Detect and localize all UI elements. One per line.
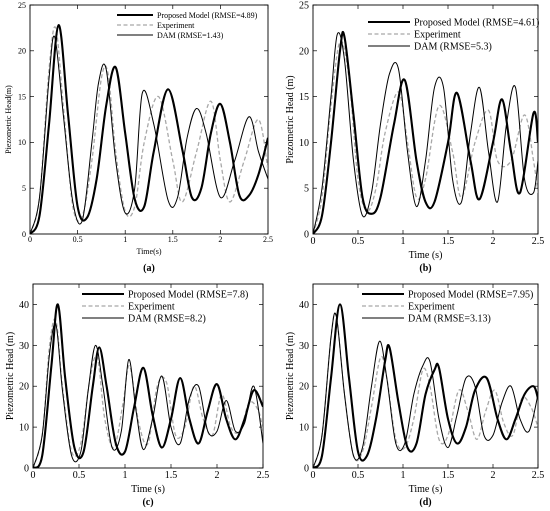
chart-panel-4: 0 0.5 1 1.5 2 2.5 0 10 20 30 40 Time (s) Piezometric… <box>285 283 545 508</box>
y-tick-label: 5 <box>304 184 309 195</box>
x-tick-label: 1 <box>123 235 127 244</box>
y-tick-label: 20 <box>299 46 309 57</box>
x-tick-label: 1 <box>123 470 128 481</box>
series-line-dash <box>313 40 538 234</box>
legend-label: DAM (RMSE=1.43) <box>157 31 224 40</box>
legend-label: Proposed Model (RMSE=4.61) <box>414 18 539 29</box>
x-tick-label: 0 <box>311 470 316 481</box>
y-tick-label: 20 <box>299 382 309 393</box>
series-line-thin <box>313 312 538 468</box>
y-tick-label: 0 <box>304 230 309 241</box>
legend-label: Experiment <box>408 302 455 313</box>
panel-label: (a) <box>143 263 155 274</box>
x-tick-label: 2 <box>218 235 222 244</box>
x-tick-label: 2.5 <box>257 470 270 481</box>
y-tick-label: 10 <box>299 423 309 434</box>
x-tick-label: 2 <box>491 236 496 247</box>
x-tick-label: 1.5 <box>442 470 455 481</box>
y-tick-label: 20 <box>19 382 29 393</box>
y-tick-label: 10 <box>18 138 26 147</box>
y-tick-label: 0 <box>304 464 309 475</box>
series-line-dash <box>30 26 268 234</box>
y-axis-title: Piezometric Head (m) <box>5 332 16 420</box>
panel-label: (d) <box>419 497 431 508</box>
x-tick-label: 1 <box>401 236 406 247</box>
y-tick-label: 10 <box>299 138 309 149</box>
x-tick-label: 2 <box>491 470 496 481</box>
y-tick-label: 30 <box>299 341 309 352</box>
legend: Proposed Model (RMSE=4.89)ExperimentDAM … <box>117 11 258 40</box>
legend-label: Proposed Model (RMSE=4.89) <box>157 11 258 20</box>
series-line-thick <box>30 24 268 234</box>
series-line-dash <box>313 312 538 468</box>
y-tick-label: 40 <box>299 300 309 311</box>
legend-label: Proposed Model (RMSE=7.95) <box>408 290 533 301</box>
series-line-thick <box>33 303 263 468</box>
x-tick-label: 2.5 <box>263 235 273 244</box>
series-line-thick <box>313 303 538 468</box>
plot-frame <box>29 4 269 235</box>
x-tick-label: 1.5 <box>168 235 178 244</box>
legend-label: Experiment <box>128 302 175 313</box>
legend-label: DAM (RMSE=8.2) <box>128 314 206 325</box>
y-tick-label: 0 <box>22 230 26 239</box>
x-tick-label: 1 <box>401 470 406 481</box>
x-tick-label: 2 <box>215 470 220 481</box>
x-tick-label: 1.5 <box>165 470 178 481</box>
y-tick-label: 30 <box>19 341 29 352</box>
plot-frame <box>32 283 264 469</box>
series-line-thin <box>30 35 268 234</box>
chart-panel-2: 0 0.5 1 1.5 2 2.5 0 5 10 15 20 25 Time (s) Piezometri… <box>285 1 544 275</box>
legend-label: Experiment <box>157 21 195 30</box>
x-tick-label: 0.5 <box>352 236 365 247</box>
series-line-thin <box>313 32 538 234</box>
x-axis-title: Time (s) <box>409 250 443 261</box>
chart-panel-1: 0 0.5 1 1.5 2 2.5 0 5 10 15 20 25 Time(s) Piezometric… <box>4 1 273 274</box>
y-tick-label: 25 <box>299 1 309 12</box>
series-line-thick <box>313 31 538 234</box>
y-tick-label: 20 <box>18 47 26 56</box>
x-tick-label: 1.5 <box>442 236 455 247</box>
x-tick-label: 0 <box>311 236 316 247</box>
panel-label: (c) <box>142 497 153 508</box>
x-tick-label: 0 <box>31 470 36 481</box>
x-axis-title: Time(s) <box>136 247 161 256</box>
plot-frame <box>312 4 539 235</box>
y-tick-label: 10 <box>19 423 29 434</box>
legend-label: Proposed Model (RMSE=7.8) <box>128 290 248 301</box>
y-tick-label: 25 <box>18 1 26 10</box>
x-axis-title: Time (s) <box>131 484 165 495</box>
x-tick-label: 0.5 <box>73 470 86 481</box>
panel-label: (b) <box>419 263 431 274</box>
x-tick-label: 2.5 <box>532 470 545 481</box>
legend: Proposed Model (RMSE=4.61)ExperimentDAM … <box>368 18 539 53</box>
y-tick-label: 15 <box>18 92 26 101</box>
plot-frame <box>312 283 539 469</box>
y-axis-title: Piezometric Head (m) <box>285 75 296 163</box>
x-axis-title: Time (s) <box>409 484 443 495</box>
legend-label: DAM (RMSE=5.3) <box>414 42 492 53</box>
y-tick-label: 15 <box>299 92 309 103</box>
chart-panel-3: 0 0.5 1 1.5 2 2.5 0 10 20 30 40 Time (s) Piezometric… <box>5 283 270 508</box>
y-tick-label: 5 <box>22 184 26 193</box>
y-tick-label: 40 <box>19 300 29 311</box>
legend: Proposed Model (RMSE=7.95)ExperimentDAM … <box>362 290 533 325</box>
legend-label: Experiment <box>414 30 461 41</box>
y-axis-title: Piezometric Head (m) <box>285 332 296 420</box>
x-tick-label: 0 <box>28 235 32 244</box>
y-tick-label: 0 <box>24 464 29 475</box>
x-tick-label: 0.5 <box>352 470 365 481</box>
x-tick-label: 2.5 <box>532 236 545 247</box>
x-tick-label: 0.5 <box>73 235 83 244</box>
legend-label: DAM (RMSE=3.13) <box>408 314 491 325</box>
series-line-thin <box>33 323 263 468</box>
y-axis-title: Piezometric Head(m) <box>4 85 13 154</box>
